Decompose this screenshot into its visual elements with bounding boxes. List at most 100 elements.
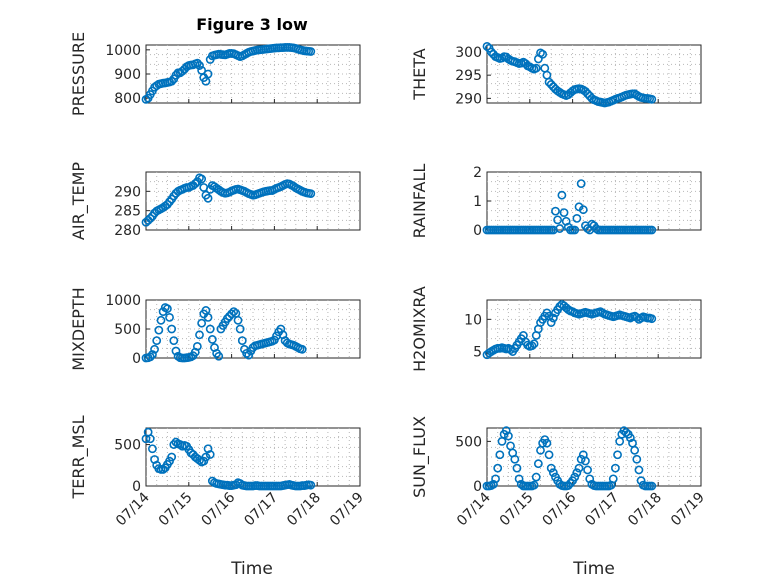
terr-msl-ytick-label: 500 [114,438,141,454]
sun-flux-point [501,426,511,436]
air-temp-points [141,173,316,227]
h2omixra-ytick-label: 5 [473,345,482,361]
subplot-h2omixra: 5 10 H2OMIXRA [410,286,702,372]
pressure-ytick-label: 900 [114,67,141,83]
sun-flux-point [572,468,582,478]
sun-flux-point [548,468,558,478]
figure-title: Figure 3 low [196,15,308,34]
pressure-point [192,58,202,68]
mixdepth-point [145,352,155,362]
x-axis-label-right: Time [572,559,615,579]
h2omixra-ytick-label: 10 [464,312,482,328]
air-temp-point [197,174,207,184]
theta-points [482,41,657,108]
sun-flux-point [514,474,524,484]
pressure-point [203,69,213,79]
air-temp-point [145,213,155,223]
mixdepth-point [156,315,166,325]
pressure-ytick-label: 800 [114,91,141,107]
mixdepth-point [165,312,174,322]
air-temp-point [190,179,200,188]
sun-flux-point [531,472,541,482]
mixdepth-point [214,351,224,361]
xtick-label-07-17: 07/17 [241,490,281,530]
rainfall-point [551,206,560,216]
rainfall-point [553,215,563,225]
sun-flux-point [621,428,631,437]
air-temp-ytick-label: 290 [114,184,141,200]
rainfall-point [647,225,657,235]
terr-msl-point [148,444,157,454]
subplot-sun-flux: 0 500 07/14 07/15 07/16 07/17 07/18 07/19 SUN_FL… [410,416,708,529]
theta-ytick-label: 295 [455,68,482,84]
pressure-point [171,70,181,80]
air-temp-ytick-label: 285 [114,204,141,220]
rainfall-point [557,190,567,200]
theta-point [647,94,657,104]
mixdepth-ylabel: MIXDEPTH [69,287,88,370]
xtick-label-07-16: 07/16 [540,489,580,529]
sun-flux-point [576,454,586,464]
h2omixra-point [529,339,539,349]
theta-point [486,47,496,57]
xtick-label-07-14: 07/14 [454,489,494,529]
mixdepth-ytick-label: 1000 [105,293,141,309]
pressure-ytick-label: 1000 [105,43,141,59]
mixdepth-point [205,324,215,334]
subplot-air-temp: 280 285 290 AIR_TEMP [69,162,361,240]
mixdepth-points [141,303,307,363]
theta-point [546,80,556,89]
sun-flux-ylabel: SUN_FLUX [410,416,430,498]
theta-ytick-label: 290 [455,91,482,107]
xtick-label-07-19: 07/19 [668,490,708,530]
sun-flux-point [625,433,635,443]
mixdepth-point [197,318,207,328]
sun-flux-point [491,474,500,484]
sun-flux-points [482,426,657,491]
h2omixra-point [647,314,657,324]
h2omixra-grid [487,300,701,358]
sun-flux-point [613,450,622,460]
sun-flux-point [563,481,573,490]
subplot-terr-msl: 0 500 07/14 07/15 07/16 07/17 07/18 07/19 TERR_M… [69,415,367,529]
sun-flux-point [510,454,520,464]
theta-point [538,49,548,59]
rainfall-ytick-label: 1 [473,194,482,210]
mixdepth-point [167,324,177,334]
theta-point [482,41,492,51]
sun-flux-ytick-label: 0 [473,479,482,495]
subplot-theta: 290 295 300 THETA [410,41,702,108]
h2omixra-ylabel: H2OMIXRA [410,286,429,372]
xtick-label-07-17: 07/17 [582,490,622,530]
h2omixra-point [546,318,556,327]
mixdepth-point [235,324,245,334]
sun-flux-point [634,465,644,475]
rainfall-point [555,224,565,233]
sun-flux-point [583,465,592,475]
terr-msl-point [201,452,211,462]
mixdepth-point [152,336,162,345]
h2omixra-point [527,341,537,351]
rainfall-point [570,225,580,235]
rainfall-point [578,205,588,215]
air-temp-point [203,193,213,203]
mixdepth-point [154,325,164,335]
terr-msl-point [167,452,177,462]
pressure-points [141,43,316,104]
mixdepth-point [192,341,202,351]
theta-point [581,87,590,96]
mixdepth-point [169,336,179,345]
air-temp-point [306,189,316,199]
sun-flux-point [529,480,539,490]
sun-flux-ytick-label: 500 [455,434,482,450]
rainfall-ytick-label: 0 [473,223,482,239]
air-temp-grid [146,172,360,230]
terr-msl-point [205,450,215,459]
rainfall-point [572,213,582,223]
mixdepth-grid [146,300,360,358]
mixdepth-ytick-label: 500 [114,322,141,338]
mixdepth-point [150,344,159,354]
mixdepth-point [162,304,172,314]
terr-msl-point [145,434,155,444]
sun-flux-point [512,463,522,473]
